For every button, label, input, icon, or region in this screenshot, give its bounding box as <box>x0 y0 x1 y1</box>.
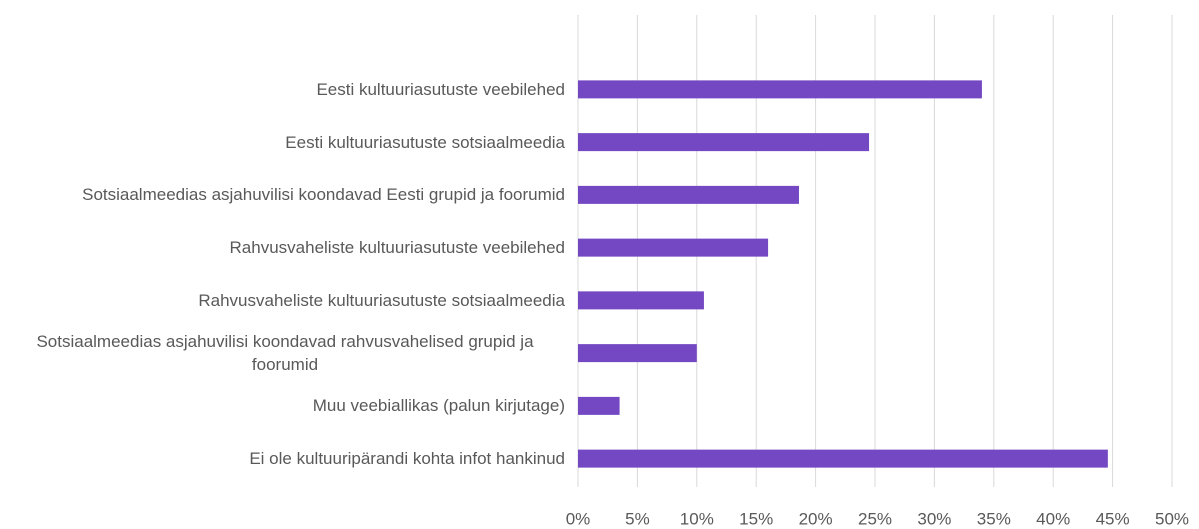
y-tick-label: Sotsiaalmeedias asjahuvilisi koondavad r… <box>36 332 534 375</box>
x-tick-label: 35% <box>977 509 1011 528</box>
x-tick-label: 25% <box>858 509 892 528</box>
bar <box>578 449 1108 468</box>
y-tick-label-box: Eesti kultuuriasutuste veebilehed <box>5 63 565 115</box>
y-tick-label-box: Ei ole kultuuripärandi kohta infot hanki… <box>5 433 565 485</box>
x-tick-label: 15% <box>739 509 773 528</box>
y-tick-label: Eesti kultuuriasutuste veebilehed <box>316 79 565 99</box>
x-tick-label: 40% <box>1036 509 1070 528</box>
y-tick-label-box: Muu veebiallikas (palun kirjutage) <box>5 380 565 432</box>
bar <box>578 133 870 152</box>
y-tick-label-box: Rahvusvaheliste kultuuriasutuste veebile… <box>5 222 565 274</box>
y-tick-label: Sotsiaalmeedias asjahuvilisi koondavad E… <box>82 185 565 205</box>
y-tick-label: Rahvusvaheliste kultuuriasutuste veebile… <box>229 238 565 258</box>
bar <box>578 238 769 257</box>
x-tick-label: 5% <box>625 509 650 528</box>
y-tick-label-box: Rahvusvaheliste kultuuriasutuste sotsiaa… <box>5 274 565 326</box>
y-tick-label: Eesti kultuuriasutuste sotsiaalmeedia <box>285 132 565 152</box>
bar <box>578 291 704 310</box>
bar <box>578 396 620 415</box>
y-tick-label-box: Sotsiaalmeedias asjahuvilisi koondavad E… <box>5 169 565 221</box>
bar <box>578 344 697 363</box>
y-tick-label: Rahvusvaheliste kultuuriasutuste sotsiaa… <box>198 290 565 310</box>
x-tick-label: 10% <box>680 509 714 528</box>
y-tick-label: Muu veebiallikas (palun kirjutage) <box>312 396 565 416</box>
y-tick-label-box: Eesti kultuuriasutuste sotsiaalmeedia <box>5 116 565 168</box>
x-tick-label: 20% <box>799 509 833 528</box>
x-tick-label: 30% <box>917 509 951 528</box>
bar <box>578 185 799 204</box>
y-tick-label: Ei ole kultuuripärandi kohta infot hanki… <box>249 449 565 469</box>
x-tick-label: 45% <box>1096 509 1130 528</box>
y-tick-label-box: Sotsiaalmeedias asjahuvilisi koondavad r… <box>5 327 565 379</box>
x-tick-label: 50% <box>1155 509 1189 528</box>
x-tick-label: 0% <box>566 509 591 528</box>
bar <box>578 80 982 99</box>
